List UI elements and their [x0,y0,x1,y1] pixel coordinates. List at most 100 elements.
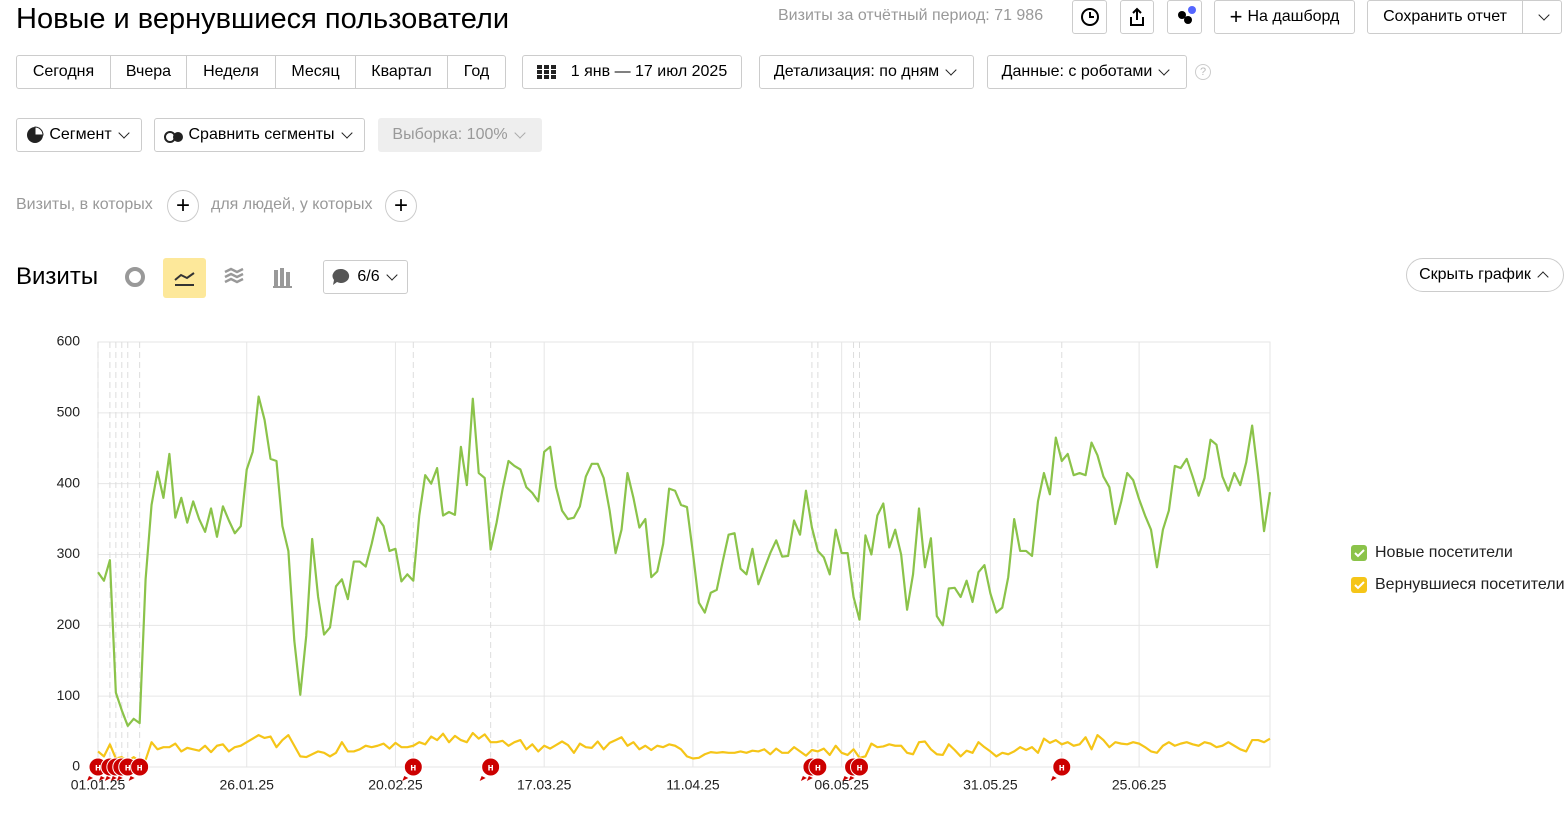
area-chart-toggle[interactable] [223,266,245,288]
series-line [97,395,1272,728]
period-button[interactable]: Неделя [186,55,276,89]
data-mode-button[interactable]: Данные: с роботами [987,55,1187,89]
note-marker: н [848,757,870,781]
legend-check [1354,581,1365,590]
dashboard-button[interactable]: + На дашборд [1214,0,1355,34]
note-bubble [116,776,123,781]
caret-icon [385,269,398,281]
visits-total: Визиты за отчётный период: 71 986 [778,7,1044,24]
x-tick-label: 31.05.25 [963,777,1018,793]
pie-chart-toggle[interactable] [124,266,146,288]
note-marker: н [402,757,423,781]
legend-label: Новые посетители [1375,544,1513,561]
caret-icon [118,127,130,139]
data-mode-label: Данные: с роботами [1001,63,1153,80]
note-circle [403,757,423,777]
sample-label: Выборка: 100% [392,126,508,143]
save-button[interactable]: Сохранить отчет [1367,0,1523,34]
note-circle [1052,757,1072,777]
detail-button[interactable]: Детализация: по дням [759,55,974,89]
y-tick-label: 600 [57,333,81,349]
export-button[interactable] [1120,0,1154,34]
note-label: н [1059,763,1065,774]
line-icon [174,272,195,286]
note-marker: н [1050,757,1072,781]
legend-label: Вернувшиеся посетители [1375,576,1565,593]
filter-visits-label: Визиты, в которых [16,196,153,213]
x-tick-label: 20.02.25 [368,777,423,793]
history-button[interactable] [1072,0,1107,34]
date-range-label: 1 янв — 17 июл 2025 [570,63,728,80]
hide-chart-label: Скрыть график [1419,266,1531,283]
note-bubble [98,776,105,781]
period-button[interactable]: Вчера [110,55,187,89]
note-marker: н [479,757,501,781]
note-circle [808,757,828,777]
note-circle [481,757,501,777]
note-label: н [815,763,821,774]
add-people-filter[interactable]: + [385,190,417,222]
legend-check [1354,549,1365,558]
caret-icon [1538,9,1550,21]
note-label: н [410,763,416,774]
note-icon [332,268,350,285]
sample-button[interactable]: Выборка: 100% [378,118,542,152]
y-tick-label: 400 [57,474,81,490]
compare-button[interactable]: Сравнить сегменты [154,118,365,152]
caret-icon [1537,271,1549,283]
legend-checkbox [1351,545,1367,561]
note-label: н [488,763,494,774]
column-chart-toggle[interactable] [272,266,294,288]
x-tick-label: 01.01.25 [71,777,126,793]
note-bubble [848,776,855,781]
note-bubble [800,776,807,781]
y-tick-label: 300 [57,545,81,561]
note-circle [850,757,870,777]
hide-chart-button[interactable]: Скрыть график [1406,258,1564,292]
note-bubble [104,776,111,781]
note-marker: н [806,757,828,781]
help-icon[interactable]: ? [1195,64,1211,80]
legend-checkbox [1351,577,1367,593]
period-button[interactable]: Квартал [355,55,448,89]
period-button[interactable]: Сегодня [16,55,111,89]
note-bubble [806,776,813,781]
series-line [97,731,1271,763]
x-tick-label: 06.05.25 [814,777,869,793]
segment-label: Сегмент [49,126,112,143]
compare-label: Сравнить сегменты [188,126,335,143]
period-button[interactable]: Год [447,55,506,89]
note-bubble [479,776,486,781]
note-marker: н [128,757,150,781]
notes-button[interactable]: 6/6 [323,260,408,294]
dashboard-label: На дашборд [1247,8,1340,25]
detail-label: Детализация: по дням [773,63,940,80]
caret-icon [340,127,353,139]
plus-icon: + [1229,4,1243,29]
line-chart-toggle[interactable] [163,258,206,298]
save-menu-button[interactable] [1522,0,1562,34]
note-bubble [110,776,117,781]
note-circle [130,757,150,777]
date-range-button[interactable]: 1 янв — 17 июл 2025 [522,55,742,89]
note-label: н [856,763,862,774]
x-tick-label: 11.04.25 [666,777,720,793]
pie-icon [27,126,44,143]
add-visit-filter[interactable]: + [167,190,199,222]
assistant-button[interactable] [1167,0,1202,34]
save-label: Сохранить отчет [1383,8,1507,25]
share-icon [1130,7,1144,26]
note-bubble [842,776,849,781]
period-button[interactable]: Месяц [275,55,356,89]
note-bubble [402,776,409,781]
calendar-icon [536,65,556,79]
note-bubble [87,776,93,781]
segment-button[interactable]: Сегмент [16,118,142,152]
filter-people-label: для людей, у которых [211,196,373,213]
note-bubble [128,776,135,781]
note-bubble [1050,776,1057,781]
caret-icon [513,127,526,139]
